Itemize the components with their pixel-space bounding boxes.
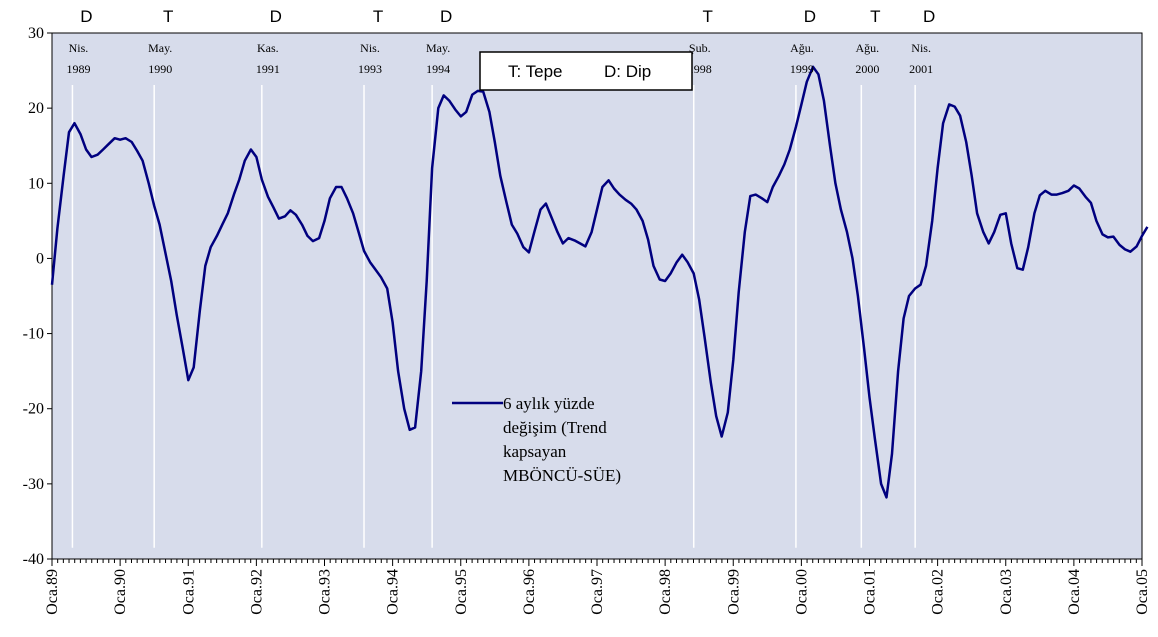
turning-point-signal: T bbox=[870, 7, 880, 26]
x-axis: Oca.89 Oca.90 Oca.91 Oca.92 Oca.93 Oca.94 Oca.… bbox=[44, 559, 1151, 615]
y-axis: 30 20 10 0 -10 -20 -30 -40 bbox=[23, 25, 52, 568]
legend-box-tepe: T: Tepe bbox=[508, 62, 563, 81]
turning-point-signal: T bbox=[373, 7, 383, 26]
y-tick-label: -30 bbox=[23, 476, 44, 493]
turning-point-signal: D bbox=[440, 7, 452, 26]
turning-point-year: 1998 bbox=[688, 62, 712, 76]
x-tick-label: Oca.99 bbox=[725, 569, 742, 615]
turning-point-signal: D bbox=[923, 7, 935, 26]
x-tick-label: Oca.95 bbox=[453, 569, 470, 615]
turning-point-month: Nis. bbox=[69, 41, 89, 55]
turning-point-month: Ağu. bbox=[790, 41, 814, 55]
turning-point-year: 1989 bbox=[66, 62, 90, 76]
x-tick-label: Oca.03 bbox=[998, 569, 1015, 615]
turning-point-month: May. bbox=[426, 41, 450, 55]
turning-point-month: May. bbox=[148, 41, 172, 55]
y-tick-label: -10 bbox=[23, 326, 44, 343]
turning-point-month: Şub. bbox=[689, 41, 711, 55]
x-tick-label: Oca.91 bbox=[180, 569, 197, 615]
x-tick-label: Oca.97 bbox=[589, 569, 606, 615]
x-tick-label: Oca.93 bbox=[317, 569, 334, 615]
legend-box-dip: D: Dip bbox=[604, 62, 651, 81]
legend-label-line-2: değişim (Trend bbox=[503, 418, 607, 437]
turning-point-year: 1993 bbox=[358, 62, 382, 76]
y-tick-label: -20 bbox=[23, 401, 44, 418]
legend-label-line-3: kapsayan bbox=[503, 442, 567, 461]
turning-point-lines bbox=[71, 85, 916, 548]
turning-point-year: 1994 bbox=[426, 62, 450, 76]
series-layer bbox=[50, 65, 1149, 499]
y-tick-label: 30 bbox=[28, 25, 44, 42]
turning-point-year: 1999 bbox=[790, 62, 814, 76]
turning-point-signal: D bbox=[270, 7, 282, 26]
y-tick-label: 10 bbox=[28, 175, 44, 192]
x-tick-label: Oca.00 bbox=[793, 569, 810, 615]
turning-point-annotations: Nis. 1989 May. 1990 Kas. 1991 Nis. 1993 May. 1994… bbox=[66, 41, 933, 76]
turning-point-month: Nis. bbox=[911, 41, 931, 55]
turning-point-month: Nis. bbox=[360, 41, 380, 55]
x-tick-label: Oca.01 bbox=[862, 569, 879, 615]
series-line bbox=[50, 65, 1149, 499]
turning-point-signal: T bbox=[163, 7, 173, 26]
x-tick-label: Oca.89 bbox=[44, 569, 61, 615]
x-tick-label: Oca.02 bbox=[930, 569, 947, 615]
turning-point-signal: D bbox=[804, 7, 816, 26]
legend: 6 aylık yüzde değişim (Trend kapsayan MB… bbox=[452, 394, 621, 485]
x-tick-label: Oca.90 bbox=[112, 569, 129, 615]
x-tick-label: Oca.98 bbox=[657, 569, 674, 615]
legend-label-line-1: 6 aylık yüzde bbox=[503, 394, 595, 413]
turning-point-year: 2000 bbox=[855, 62, 879, 76]
turning-point-year: 1991 bbox=[256, 62, 280, 76]
turning-point-signal: T bbox=[703, 7, 713, 26]
x-tick-label: Oca.96 bbox=[521, 569, 538, 615]
turning-point-year: 2001 bbox=[909, 62, 933, 76]
y-tick-label: 20 bbox=[28, 100, 44, 117]
x-tick-label: Oca.05 bbox=[1134, 569, 1151, 615]
turning-point-month: Kas. bbox=[257, 41, 279, 55]
x-tick-label: Oca.94 bbox=[385, 569, 402, 615]
turning-point-year: 1990 bbox=[148, 62, 172, 76]
turning-point-month: Ağu. bbox=[855, 41, 879, 55]
x-tick-label: Oca.92 bbox=[248, 569, 265, 615]
x-tick-label: Oca.04 bbox=[1066, 569, 1083, 615]
turning-point-signal: D bbox=[80, 7, 92, 26]
y-tick-label: -40 bbox=[23, 551, 44, 568]
legend-label-line-4: MBÖNCÜ-SÜE) bbox=[503, 466, 621, 485]
legend-box: T: Tepe D: Dip bbox=[479, 51, 693, 91]
y-tick-label: 0 bbox=[36, 250, 44, 267]
